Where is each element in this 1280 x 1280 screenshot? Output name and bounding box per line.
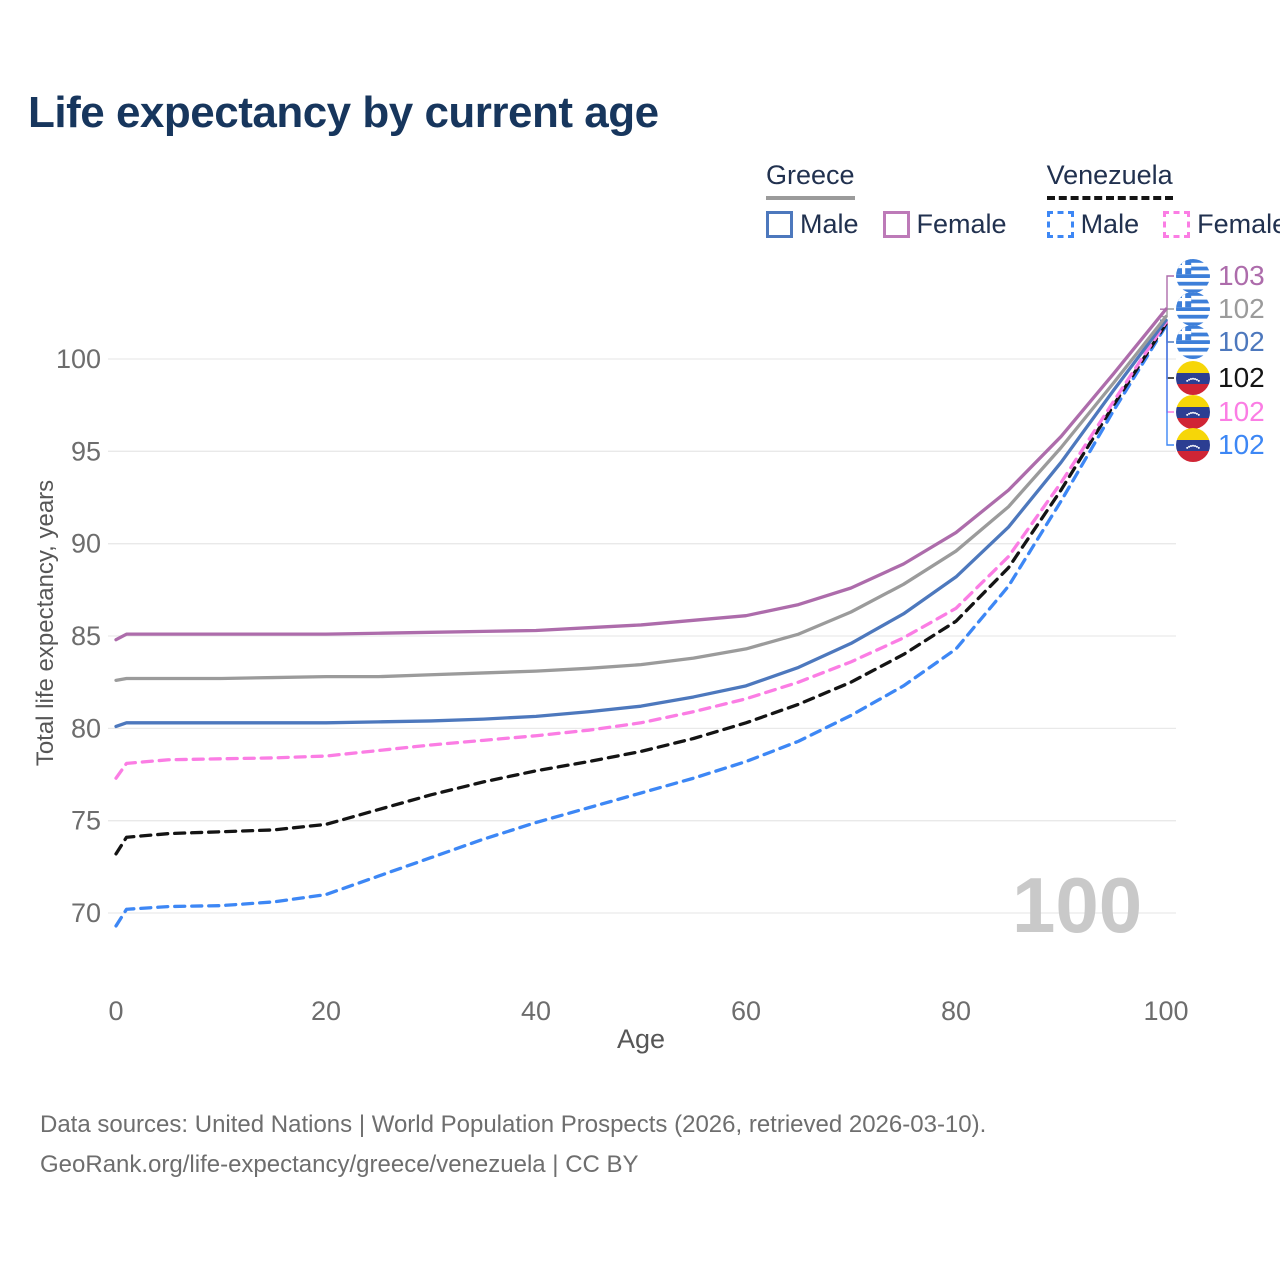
end-label-row: 102 bbox=[1176, 325, 1265, 359]
footer-data-sources: Data sources: United Nations | World Pop… bbox=[40, 1111, 987, 1138]
legend-greece-items: Male Female bbox=[766, 209, 1007, 240]
venezuela-flag-icon bbox=[1176, 395, 1210, 429]
legend-greece-female[interactable]: Female bbox=[882, 209, 1007, 240]
end-label-row: 102 bbox=[1176, 395, 1265, 429]
svg-text:60: 60 bbox=[731, 996, 761, 1026]
y-axis-title: Total life expectancy, years bbox=[32, 479, 59, 767]
venezuela-male-swatch-icon bbox=[1046, 211, 1074, 238]
end-value-venezuela-all: 102 bbox=[1218, 362, 1265, 393]
greece-flag-icon bbox=[1176, 292, 1210, 326]
legend-venezuela-items: Male Female bbox=[1046, 209, 1280, 240]
end-value-greece-all: 102 bbox=[1218, 293, 1265, 324]
legend-group-greece: Greece Male Female bbox=[766, 160, 1007, 240]
svg-text:70: 70 bbox=[71, 898, 101, 928]
svg-text:75: 75 bbox=[71, 806, 101, 836]
legend: Greece Male Female Venezuela Male bbox=[766, 160, 1280, 240]
greece-flag-icon bbox=[1176, 325, 1210, 359]
end-value-venezuela-male: 102 bbox=[1218, 429, 1265, 460]
greece-male-swatch-icon bbox=[766, 211, 793, 238]
end-value-greece-female: 103 bbox=[1218, 260, 1265, 291]
page-title: Life expectancy by current age bbox=[28, 88, 659, 137]
svg-text:90: 90 bbox=[71, 529, 101, 559]
svg-text:100: 100 bbox=[56, 344, 101, 374]
svg-text:0: 0 bbox=[108, 996, 123, 1026]
greece-female-swatch-icon bbox=[882, 211, 910, 238]
end-label-row: 102 bbox=[1176, 292, 1265, 326]
end-label-row: 103 bbox=[1176, 259, 1265, 293]
end-label-row: 102 bbox=[1176, 428, 1265, 462]
end-value-venezuela-female: 102 bbox=[1218, 396, 1265, 427]
svg-text:80: 80 bbox=[71, 713, 101, 743]
svg-text:95: 95 bbox=[71, 436, 101, 466]
svg-text:40: 40 bbox=[521, 996, 551, 1026]
end-value-greece-male: 102 bbox=[1218, 326, 1265, 357]
legend-greece-female-label: Female bbox=[916, 209, 1007, 239]
footer: Data sources: United Nations | World Pop… bbox=[40, 1105, 986, 1185]
legend-venezuela-female-label: Female bbox=[1197, 209, 1280, 239]
svg-text:85: 85 bbox=[71, 621, 101, 651]
footer-attribution: GeoRank.org/life-expectancy/greece/venez… bbox=[40, 1151, 639, 1178]
svg-text:100: 100 bbox=[1143, 996, 1188, 1026]
legend-venezuela-female[interactable]: Female bbox=[1163, 209, 1280, 240]
legend-venezuela-male[interactable]: Male bbox=[1046, 209, 1140, 240]
legend-group-venezuela: Venezuela Male Female bbox=[1046, 160, 1280, 240]
legend-venezuela-header[interactable]: Venezuela bbox=[1046, 160, 1173, 200]
svg-text:20: 20 bbox=[311, 996, 341, 1026]
legend-greece-male-label: Male bbox=[800, 209, 859, 239]
venezuela-flag-icon bbox=[1176, 428, 1210, 462]
end-label-row: 102 bbox=[1176, 361, 1265, 395]
legend-venezuela-male-label: Male bbox=[1080, 209, 1140, 239]
venezuela-female-swatch-icon bbox=[1163, 211, 1191, 238]
legend-greece-header[interactable]: Greece bbox=[766, 160, 855, 200]
legend-greece-male[interactable]: Male bbox=[766, 209, 859, 240]
venezuela-flag-icon bbox=[1176, 361, 1210, 395]
greece-flag-icon bbox=[1176, 259, 1210, 293]
x-axis-title: Age bbox=[616, 1024, 666, 1054]
svg-text:80: 80 bbox=[941, 996, 971, 1026]
